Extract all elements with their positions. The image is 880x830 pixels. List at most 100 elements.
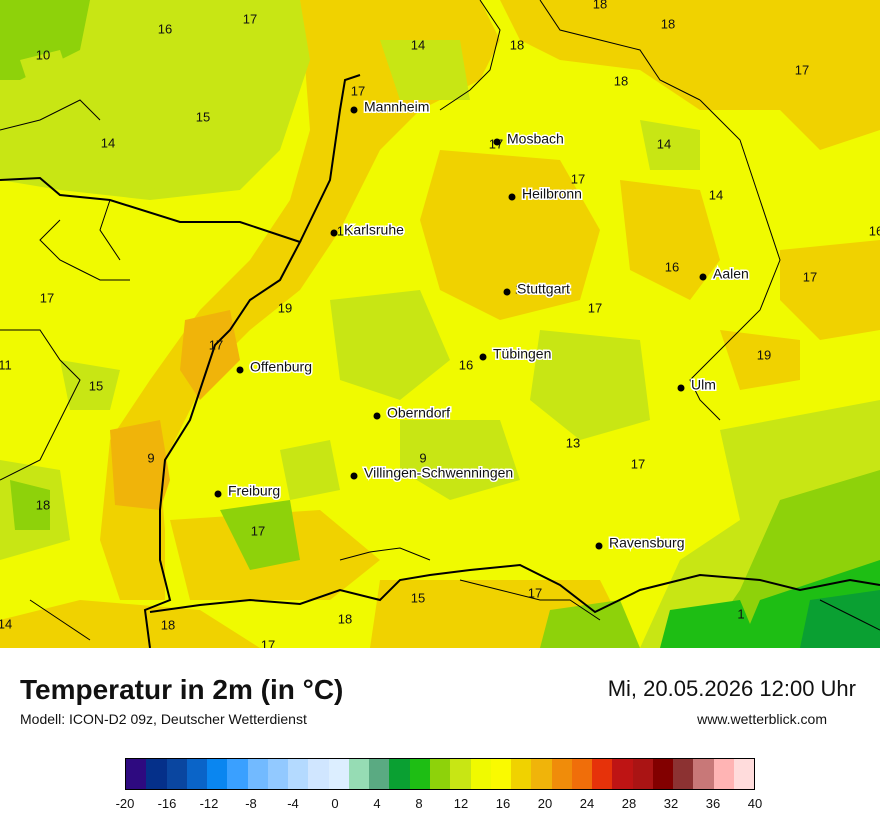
temperature-value: 18 [515,281,529,296]
legend-tick-label: 32 [663,796,679,811]
city-label: Mosbach [507,131,564,147]
city-marker: Heilbronn [508,184,583,203]
temperature-value: 17 [803,269,817,284]
legend-tick-label: 40 [747,796,763,811]
temperature-value: 17 [209,337,223,352]
temperature-value: 18 [661,16,675,31]
color-legend [125,758,755,790]
legend-swatch [409,759,430,789]
forecast-datetime: Mi, 20.05.2026 12:00 Uhr [607,676,856,701]
city-dot [350,106,358,114]
legend-tick-label: 0 [331,796,339,811]
city-marker: Freiburg [214,481,282,500]
temperature-value: 14 [411,37,425,52]
legend-swatch [713,759,734,789]
city-label: Aalen [713,266,749,282]
city-dot [595,542,603,550]
legend-swatch [429,759,451,789]
temperature-value: 9 [419,450,426,465]
temperature-value: 14 [657,136,671,151]
city-label: Tübingen [493,346,551,362]
temperature-map: 18 17 16 18 14 18 10 17 18 17 15 14 17 14 17 14 18 16 17 16… [0,0,880,648]
city-label: Karlsruhe [344,222,404,238]
city-dot [214,490,222,498]
temperature-value: 17 [40,290,54,305]
map-title: Temperatur in 2m (in °C) [20,674,344,705]
legend-tick-label: -20 [115,796,135,811]
temperature-value: 17 [261,637,275,648]
city-dot [236,366,244,374]
legend-swatch [267,759,289,789]
temperature-value: 14 [709,187,723,202]
temperature-value: 17 [251,523,265,538]
legend-swatch [733,759,755,789]
legend-swatch [288,759,309,789]
city-label: Oberndorf [387,405,450,421]
legend-tick-label: 36 [705,796,721,811]
city-label: Freiburg [228,483,280,499]
legend-swatch [693,759,714,789]
city-dot [493,138,501,146]
city-marker: Tübingen [479,344,553,363]
city-marker: Mosbach [493,129,565,148]
city-label: Offenburg [250,359,312,375]
city-marker: Ulm [677,375,717,394]
legend-swatch [612,759,633,789]
city-label: Mannheim [364,99,429,115]
city-dot [479,353,487,361]
temperature-value: 17 [588,300,602,315]
temperature-value: 18 [338,611,352,626]
city-label: Ravensburg [609,535,685,551]
temperature-field [0,0,880,648]
legend-swatch [186,759,208,789]
temperature-value: 19 [757,347,771,362]
temperature-value: 18 [593,0,607,11]
city-marker: Ravensburg [595,533,686,552]
city-dot [503,288,511,296]
legend-tick-label: -4 [287,796,299,811]
legend-ticks: -20 -16 -12 -8 -4 0 4 8 12 16 20 24 28 32 36 40 [116,796,763,814]
legend-swatch [551,759,572,789]
legend-swatch [511,759,532,789]
legend-swatch [571,759,593,789]
temperature-value: 15 [196,109,210,124]
borders [0,0,880,648]
legend-swatch [308,759,329,789]
legend-tick-label: 24 [579,796,595,811]
legend-swatch [207,759,228,789]
city-marker: Offenburg [236,357,314,376]
city-marker: Aalen [699,264,750,283]
footer: Temperatur in 2m (in °C) Modell: ICON-D2… [0,648,880,830]
legend-tick-label: 16 [495,796,511,811]
temperature-value: 17 [528,585,542,600]
legend-tick-label: 28 [621,796,637,811]
city-marker: Mannheim [350,97,431,116]
city-label: Stuttgart [517,281,570,297]
legend-swatch [328,759,349,789]
model-info: Modell: ICON-D2 09z, Deutscher Wetterdie… [20,711,307,727]
temperature-value: 15 [89,378,103,393]
temperature-value: 16 [869,223,880,238]
legend-tick-label: 4 [373,796,381,811]
temperature-value: 14 [101,135,115,150]
legend-swatch [126,759,147,789]
website-link[interactable]: www.wetterblick.com [697,711,827,727]
temperature-value: 17 [631,456,645,471]
temperature-value: 10 [36,47,50,62]
legend-swatch [673,759,694,789]
legend-swatch [247,759,268,789]
legend-swatch [389,759,410,789]
city-dot [677,384,685,392]
temperature-value: 16 [665,259,679,274]
legend-swatch [470,759,491,789]
city-marker: Oberndorf [373,403,452,422]
legend-swatch [348,759,370,789]
legend-swatch [166,759,187,789]
city-dot [330,229,338,237]
temperature-value: 18 [161,617,175,632]
legend-tick-label: -12 [199,796,219,811]
city-marker: Stuttgart [503,279,572,298]
legend-swatch [652,759,674,789]
temperature-value: 18 [614,73,628,88]
temperature-value: 17 [571,171,585,186]
